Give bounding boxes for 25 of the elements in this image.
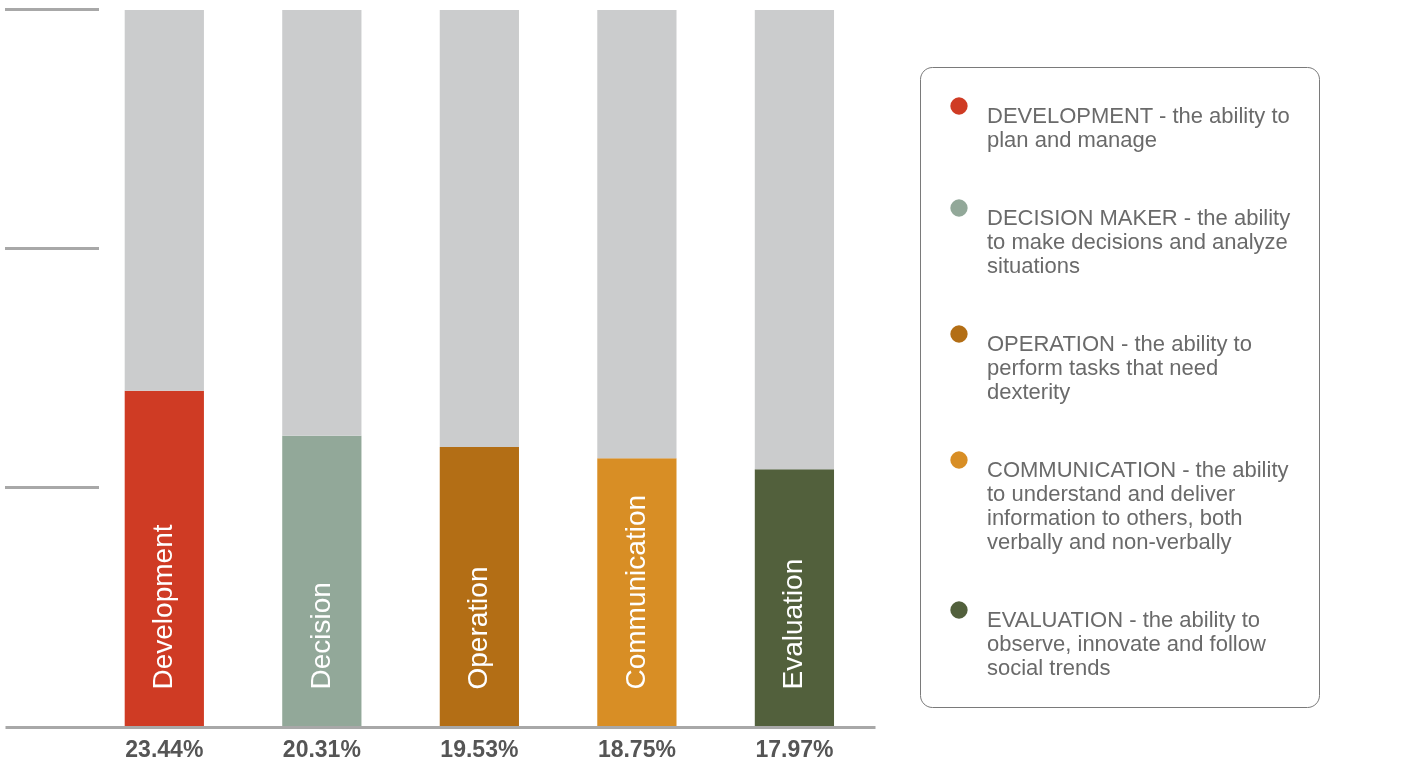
legend-label: OPERATION - the ability to perform tasks that need dexterity (987, 331, 1252, 404)
legend-label: EVALUATION - the ability to observe, innovate and follow social trends (987, 607, 1266, 680)
bar (282, 10, 362, 436)
bar (597, 10, 677, 459)
x-tick-label: Communication (619, 494, 651, 690)
legend-label: DEVELOPMENT - the ability to plan and manage (987, 103, 1290, 152)
bar (754, 10, 835, 470)
data-label: 19.53% (440, 736, 519, 762)
x-tick-label: Operation (462, 566, 494, 690)
bar (439, 446, 519, 727)
legend-label: DECISION MAKER - the ability to make decisions and analyze situations (987, 205, 1291, 278)
x-tick-label: Development (147, 524, 179, 690)
data-label: 23.44% (125, 736, 204, 762)
bar (439, 10, 519, 447)
bar (124, 390, 204, 727)
bar (124, 10, 204, 391)
x-tick-label: Decision (304, 582, 336, 690)
data-label: 17.97% (755, 736, 834, 762)
data-label: 20.31% (282, 736, 361, 762)
legend-label: COMMUNICATION - the ability to understand and deliver information to others, both verbally and non-verbally (987, 457, 1289, 554)
bar (754, 469, 835, 727)
x-tick-label: Evaluation (777, 558, 809, 690)
bar (597, 458, 677, 727)
bar (282, 435, 362, 727)
data-label: 18.75% (597, 736, 676, 762)
